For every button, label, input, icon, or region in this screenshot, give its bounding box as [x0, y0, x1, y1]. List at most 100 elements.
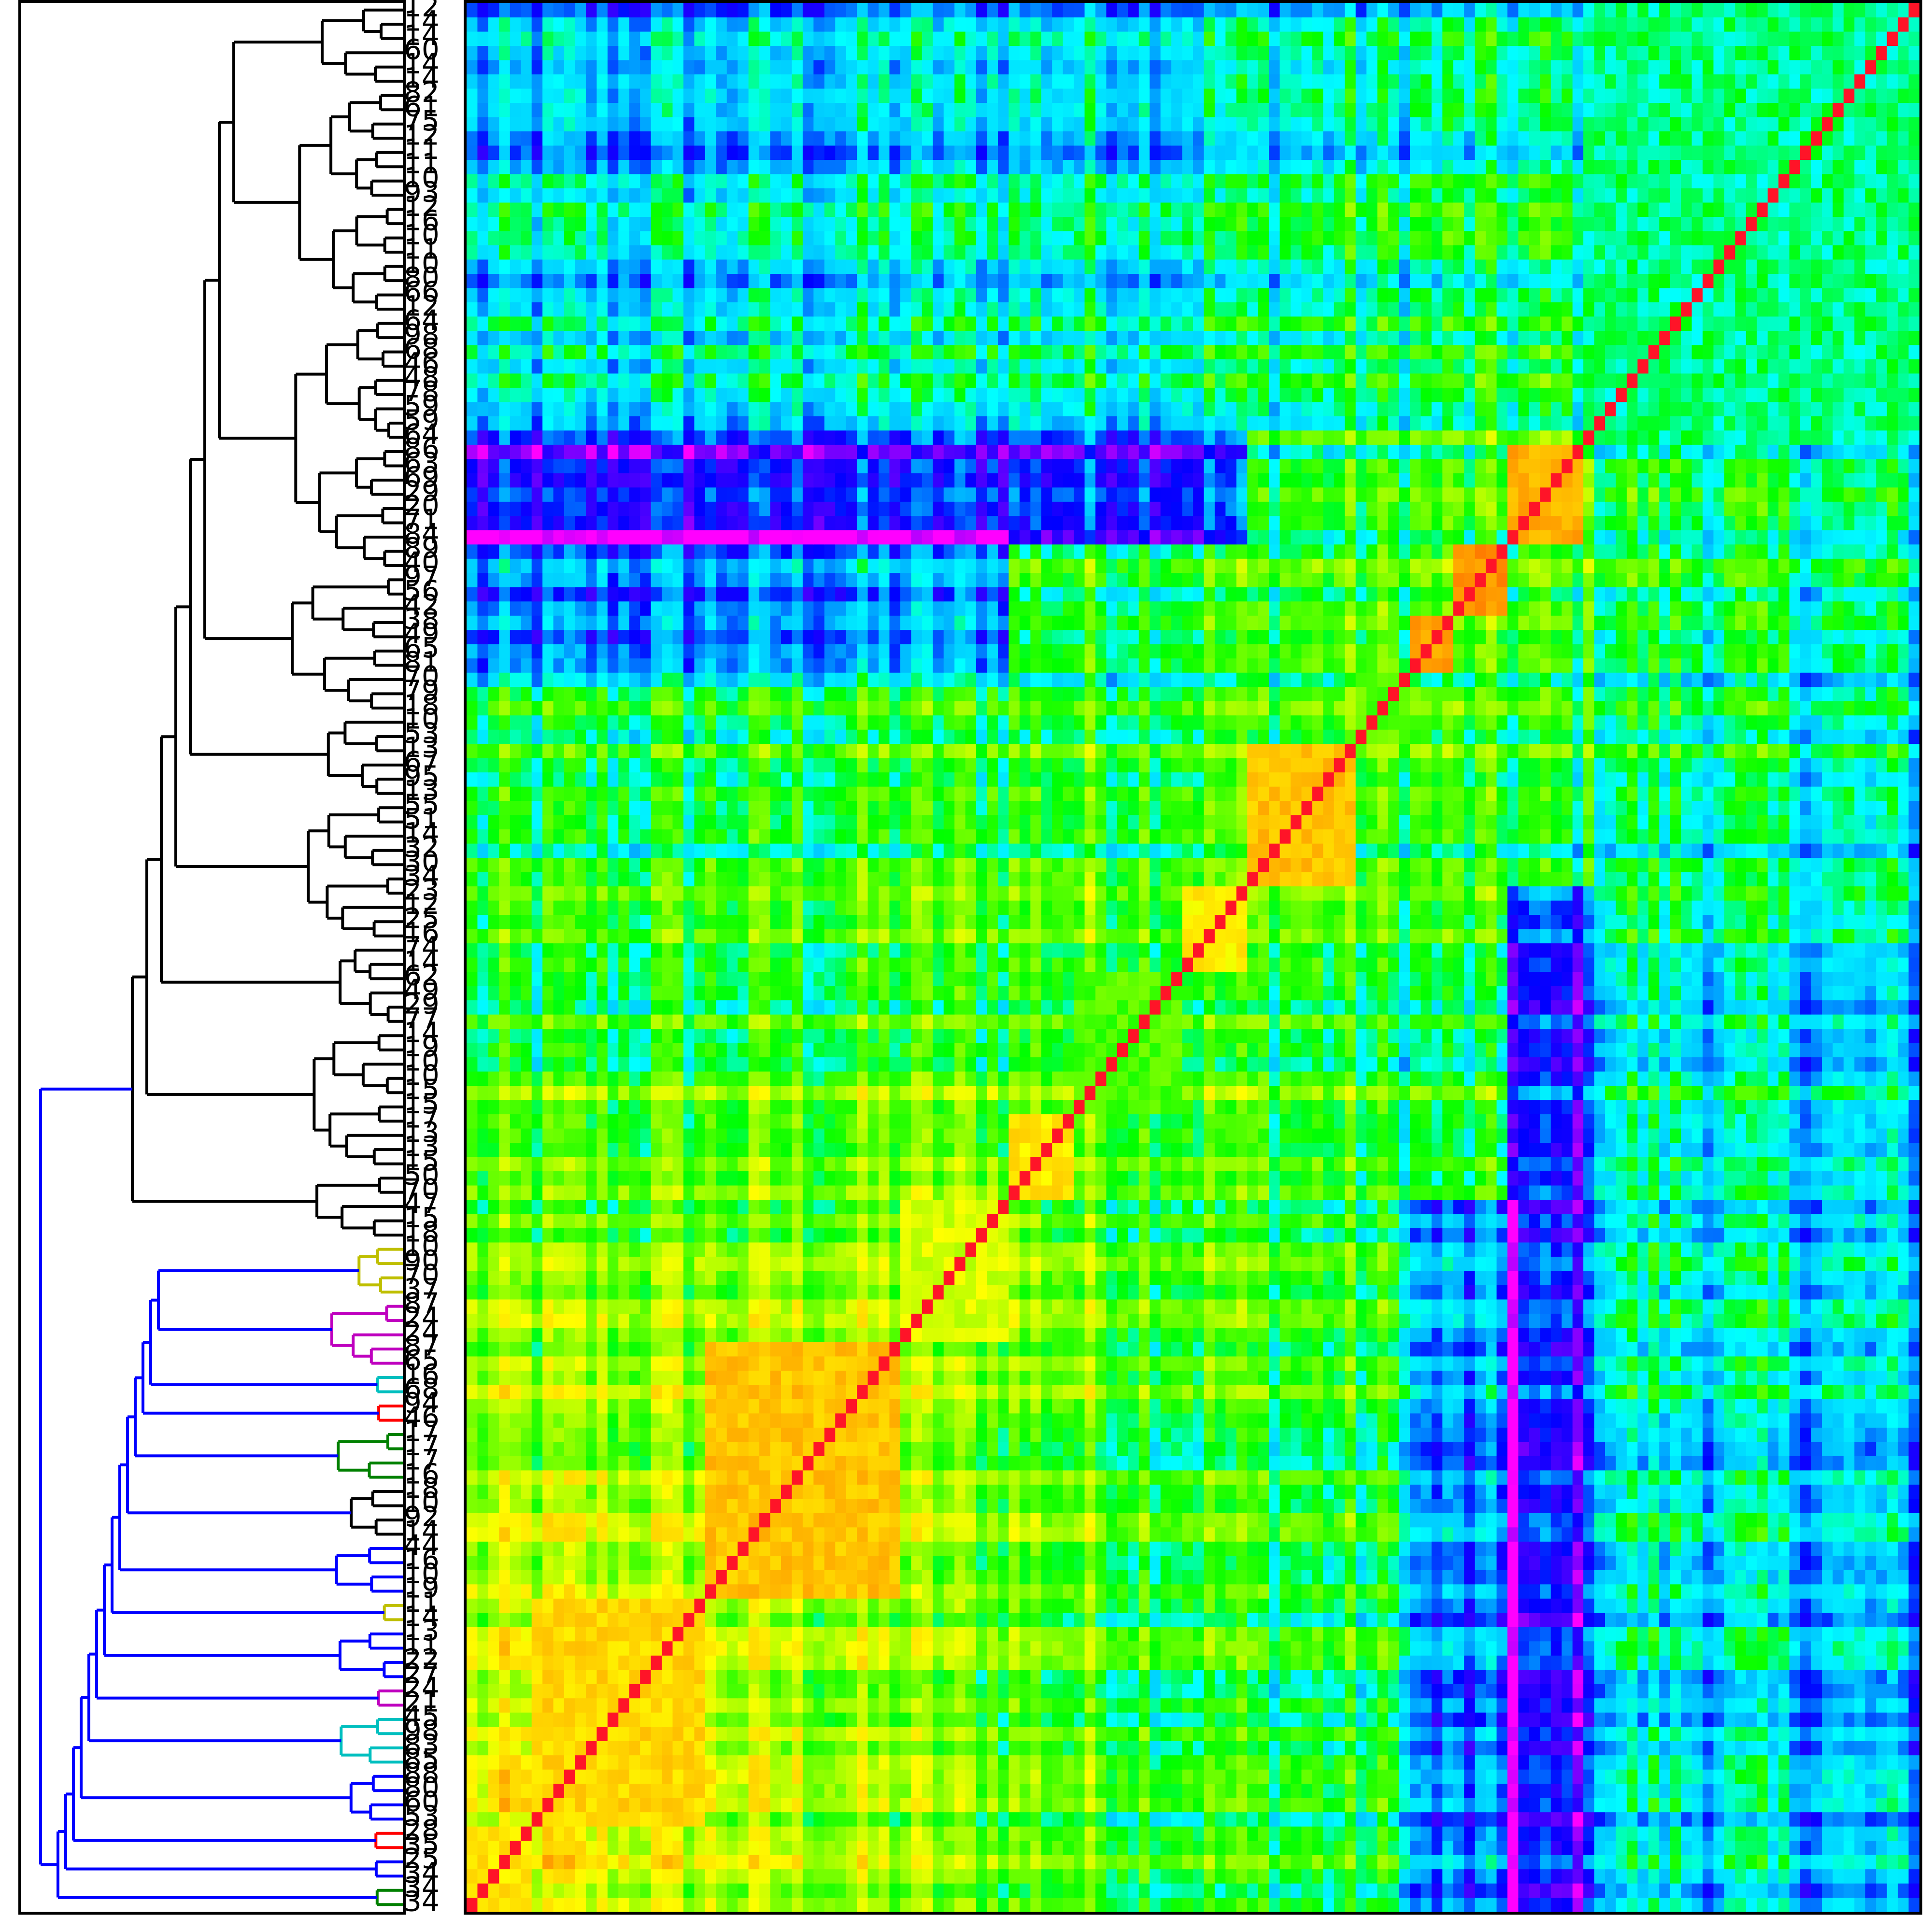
heatmap-cell [1279, 1612, 1291, 1627]
heatmap-cell [1366, 1840, 1378, 1855]
heatmap-cell [802, 1584, 814, 1599]
heatmap-cell [965, 1840, 977, 1855]
heatmap-cell [1030, 1612, 1042, 1627]
heatmap-cell [1811, 1541, 1822, 1556]
heatmap-cell [1160, 1883, 1172, 1898]
heatmap-cell [954, 1855, 966, 1870]
heatmap-cell [965, 1869, 977, 1884]
heatmap-cell [1713, 1855, 1725, 1870]
heatmap-cell [1204, 1741, 1215, 1756]
heatmap-cell [488, 1783, 499, 1798]
heatmap-cell [1269, 1641, 1280, 1656]
heatmap-cell [976, 1669, 988, 1684]
heatmap-cell [1821, 1655, 1833, 1670]
heatmap-cell [1800, 1570, 1812, 1585]
heatmap-cell [1063, 1726, 1074, 1741]
heatmap-cell [1464, 1456, 1476, 1471]
heatmap-cell [585, 1584, 597, 1599]
row-label: 10 [404, 703, 440, 736]
heatmap-cell [1442, 1541, 1454, 1556]
heatmap-cell [1041, 1584, 1052, 1599]
heatmap-cell [1746, 1570, 1757, 1585]
heatmap-cell [1703, 1684, 1714, 1699]
heatmap-cell [1475, 1698, 1486, 1713]
heatmap-cell [1811, 1484, 1822, 1499]
heatmap-cell [1876, 1484, 1888, 1499]
heatmap-cell [1746, 1897, 1757, 1912]
heatmap-cell [867, 1570, 879, 1585]
heatmap-cell [1291, 1484, 1302, 1499]
heatmap-cell [629, 1456, 640, 1471]
heatmap-cell [1518, 1840, 1530, 1855]
heatmap-cell [531, 1855, 543, 1870]
heatmap-cell [802, 1812, 814, 1827]
heatmap-cell [1475, 1684, 1486, 1699]
heatmap-cell [1052, 1513, 1064, 1528]
heatmap-cell [1757, 1612, 1768, 1627]
heatmap-cell [726, 1726, 738, 1741]
heatmap-cell [521, 1598, 532, 1613]
heatmap-cell [1757, 1570, 1768, 1585]
heatmap-cell [662, 1612, 673, 1627]
heatmap-cell [1279, 1584, 1291, 1599]
heatmap-cell [770, 1627, 781, 1642]
heatmap-cell [1171, 1484, 1183, 1499]
heatmap-cell [575, 1655, 586, 1670]
heatmap-cell [1453, 1598, 1464, 1613]
heatmap-cell [694, 1812, 706, 1827]
heatmap-cell [1399, 1783, 1410, 1798]
heatmap-cell [1204, 1484, 1215, 1499]
heatmap-cell [521, 1798, 532, 1813]
heatmap-cell [531, 1598, 543, 1613]
heatmap-cell [1291, 1883, 1302, 1898]
heatmap-cell [1074, 1755, 1085, 1770]
heatmap-cell [813, 1684, 825, 1699]
heatmap-cell [1453, 1798, 1464, 1813]
heatmap-cell [1550, 1755, 1562, 1770]
heatmap-cell [1106, 1869, 1118, 1884]
heatmap-cell [1453, 1627, 1464, 1642]
heatmap-cell [467, 1470, 478, 1485]
heatmap-cell [1409, 1498, 1421, 1513]
heatmap-cell [1475, 1441, 1486, 1456]
heatmap-cell [651, 1755, 662, 1770]
heatmap-cell [1442, 1456, 1454, 1471]
heatmap-cell [900, 1755, 911, 1770]
heatmap-cell [1117, 1655, 1128, 1670]
heatmap-cell [1323, 1470, 1335, 1485]
heatmap-cell [1562, 1441, 1573, 1456]
heatmap-cell [1269, 1684, 1280, 1699]
heatmap-cell [1833, 1541, 1844, 1556]
heatmap-cell [1301, 1470, 1313, 1485]
heatmap-cell [1550, 1712, 1562, 1727]
heatmap-cell [748, 1498, 760, 1513]
heatmap-cell [1171, 1726, 1183, 1741]
heatmap-cell [1388, 1812, 1400, 1827]
heatmap-cell [1063, 1498, 1074, 1513]
heatmap-cell [1019, 1584, 1031, 1599]
row-label: 66 [404, 275, 440, 308]
heatmap-cell [683, 1669, 695, 1684]
heatmap-cell [1431, 1669, 1443, 1684]
heatmap-cell [1475, 1769, 1486, 1784]
heatmap-cell [1074, 1741, 1085, 1756]
heatmap-cell [1214, 1669, 1226, 1684]
heatmap-cell [618, 1883, 630, 1898]
heatmap-cell [813, 1470, 825, 1485]
heatmap-cell [662, 1826, 673, 1841]
heatmap-cell [1377, 1498, 1389, 1513]
heatmap-cell [1908, 1456, 1919, 1471]
row-label: 32 [404, 831, 440, 864]
heatmap-cell [629, 1627, 640, 1642]
heatmap-cell [1843, 1470, 1855, 1485]
heatmap-cell [477, 1883, 489, 1898]
heatmap-cell [629, 1441, 640, 1456]
heatmap-cell [1095, 1612, 1107, 1627]
heatmap-cell [1735, 1883, 1747, 1898]
heatmap-cell [954, 1684, 966, 1699]
heatmap-cell [1800, 1513, 1812, 1528]
heatmap-cell [1453, 1612, 1464, 1627]
heatmap-cell [976, 1840, 988, 1855]
heatmap-cell [1616, 1441, 1627, 1456]
heatmap-cell [1095, 1897, 1107, 1912]
